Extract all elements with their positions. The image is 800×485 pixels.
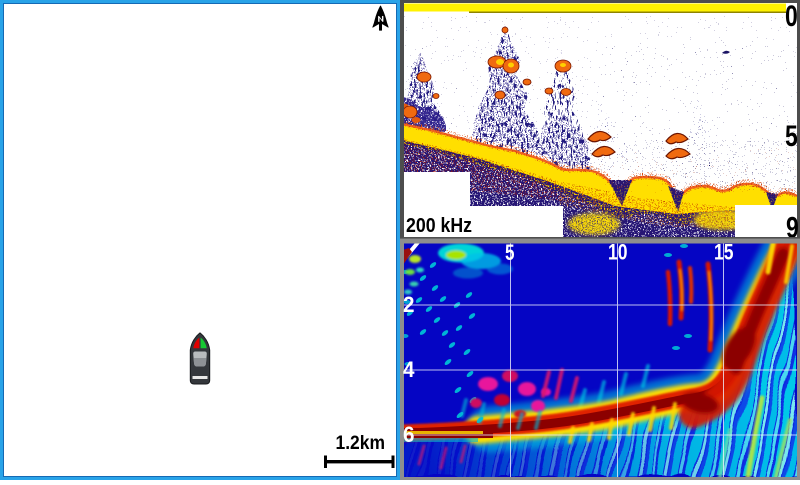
svg-text:1.2km: 1.2km xyxy=(336,433,386,454)
svg-text:4: 4 xyxy=(403,357,415,382)
svg-text:9: 9 xyxy=(786,212,799,245)
svg-text:10: 10 xyxy=(608,240,628,265)
svg-text:5: 5 xyxy=(505,240,515,265)
svg-text:5: 5 xyxy=(785,120,798,153)
svg-text:0: 0 xyxy=(785,0,798,33)
svg-text:6: 6 xyxy=(403,422,415,447)
svg-text:15: 15 xyxy=(714,240,734,265)
svg-text:2: 2 xyxy=(403,292,415,317)
svg-text:200 kHz: 200 kHz xyxy=(406,215,472,237)
